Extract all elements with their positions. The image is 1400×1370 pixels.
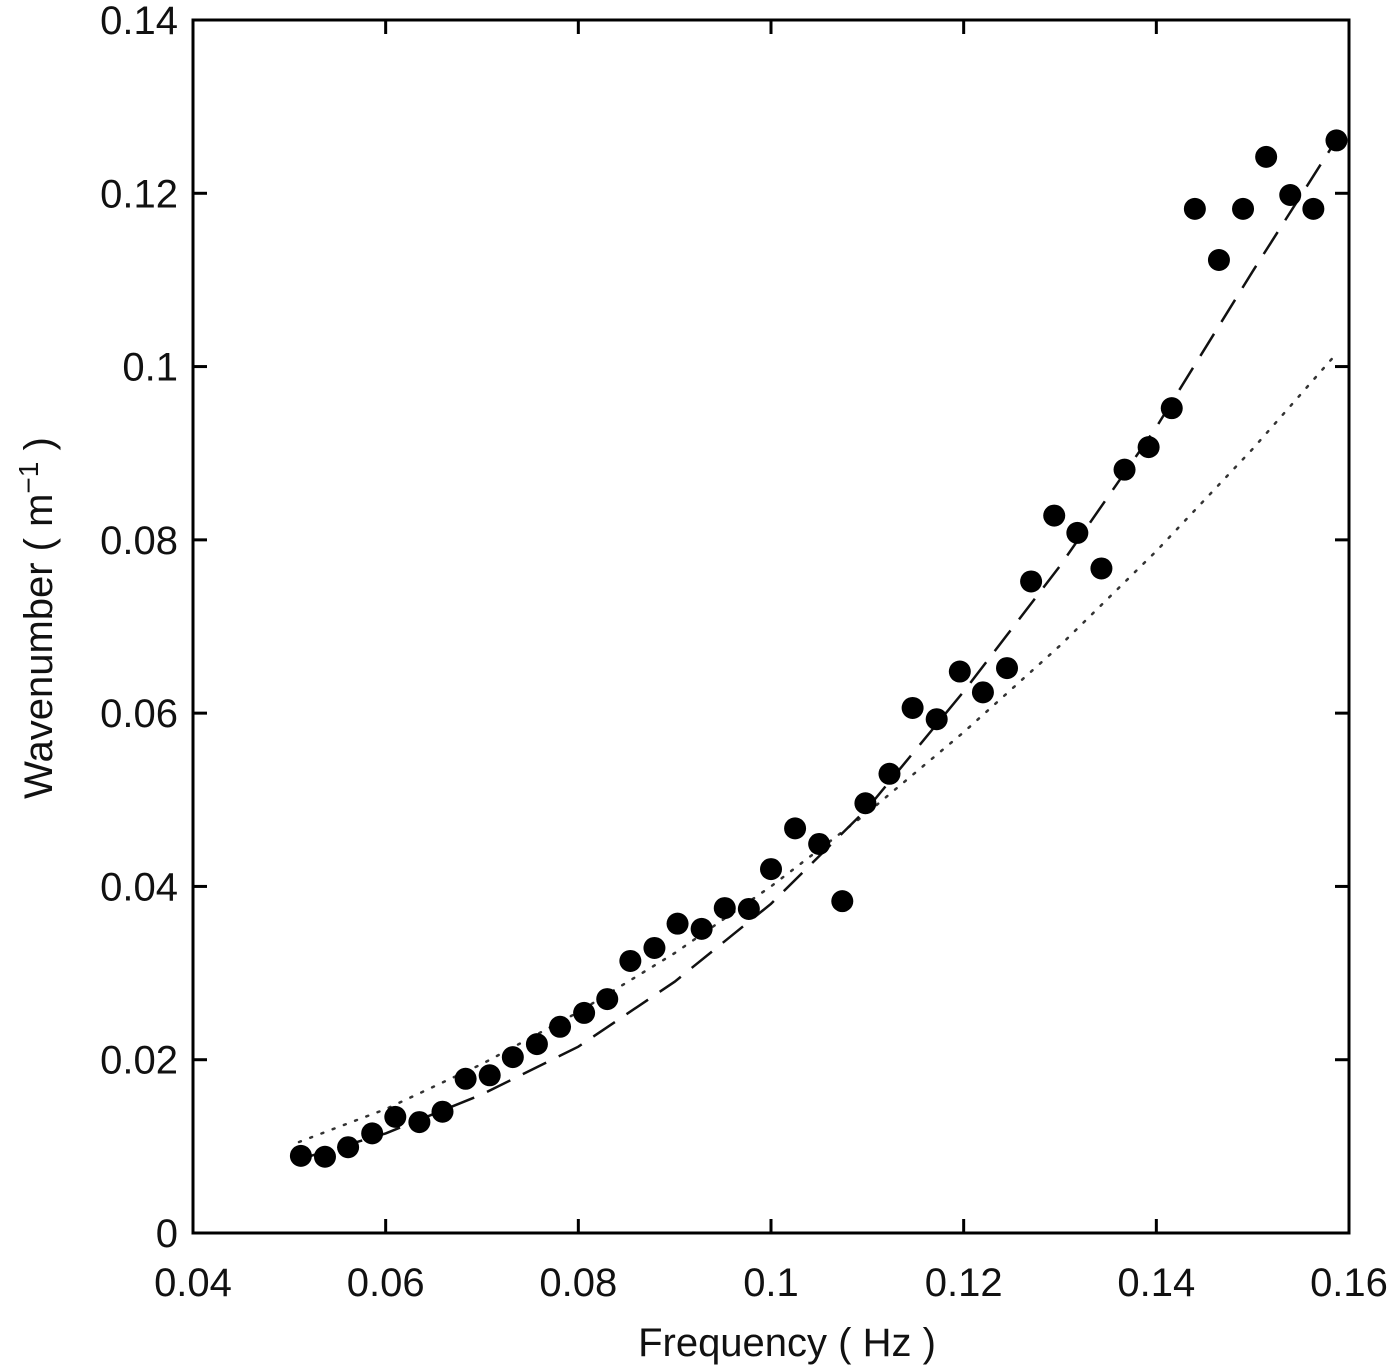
- data-point: [1137, 436, 1160, 459]
- data-point: [666, 912, 689, 935]
- data-point: [289, 1144, 312, 1167]
- data-point: [454, 1067, 477, 1090]
- x-tick-label: 0.12: [925, 1261, 1003, 1305]
- x-axis-label: Frequency ( Hz ): [638, 1321, 936, 1365]
- dashed-curve: [298, 138, 1338, 1161]
- x-tick-label: 0.1: [743, 1261, 799, 1305]
- data-point: [971, 681, 994, 704]
- data-point: [384, 1105, 407, 1128]
- data-point: [831, 890, 854, 913]
- data-point: [1325, 129, 1348, 152]
- data-point: [643, 936, 666, 959]
- data-point: [925, 708, 948, 731]
- data-point: [1043, 504, 1066, 527]
- data-point: [1207, 249, 1230, 272]
- x-tick-label: 0.06: [347, 1261, 425, 1305]
- data-point: [1090, 557, 1113, 580]
- data-point: [1113, 458, 1136, 481]
- data-point: [784, 817, 807, 840]
- data-points: [289, 129, 1348, 1168]
- data-point: [996, 657, 1019, 680]
- data-point: [690, 917, 713, 940]
- data-point: [948, 660, 971, 683]
- data-point: [878, 762, 901, 785]
- dotted-curve: [297, 352, 1338, 1144]
- data-point: [1232, 197, 1255, 220]
- x-tick-label: 0.04: [154, 1261, 232, 1305]
- data-point: [361, 1122, 384, 1145]
- data-point: [1160, 397, 1183, 420]
- data-point: [760, 858, 782, 881]
- data-point: [478, 1064, 501, 1087]
- data-point: [1183, 197, 1206, 220]
- x-tick-label: 0.16: [1310, 1261, 1388, 1305]
- data-point: [1020, 570, 1043, 593]
- data-point: [596, 988, 619, 1011]
- y-tick-label: 0.14: [100, 0, 178, 43]
- x-tick-label: 0.14: [1117, 1261, 1195, 1305]
- data-point: [408, 1111, 431, 1134]
- data-point: [431, 1100, 454, 1123]
- y-tick-label: 0.08: [100, 519, 178, 563]
- y-axis-label: Wavenumber ( m−1 ): [13, 437, 61, 799]
- data-point: [737, 897, 760, 920]
- y-tick-label: 0.02: [100, 1039, 178, 1083]
- y-tick-label: 0.12: [100, 172, 178, 216]
- y-tick-labels: 0 0.02 0.04 0.06 0.08 0.1 0.12 0.14: [100, 0, 178, 1256]
- data-point: [619, 949, 642, 972]
- data-point: [713, 897, 736, 920]
- data-point: [901, 696, 924, 719]
- y-tick-label: 0.1: [122, 346, 178, 390]
- data-point: [854, 792, 877, 815]
- data-point: [337, 1136, 360, 1159]
- data-point: [808, 832, 831, 855]
- y-tick-label: 0.06: [100, 692, 178, 736]
- data-point: [1279, 184, 1302, 207]
- data-point: [313, 1145, 336, 1168]
- data-point: [1066, 521, 1089, 544]
- data-point: [1255, 145, 1278, 168]
- y-tick-label: 0: [156, 1212, 178, 1256]
- y-axis-label-close: ): [17, 437, 61, 461]
- y-axis-label-superscript: −1: [13, 462, 44, 494]
- y-axis-label-main: Wavenumber ( m: [17, 494, 61, 799]
- data-point: [525, 1033, 548, 1056]
- y-tick-label: 0.04: [100, 865, 178, 909]
- data-point: [549, 1015, 572, 1038]
- x-tick-label: 0.08: [539, 1261, 617, 1305]
- data-point: [573, 1001, 596, 1024]
- data-point: [501, 1046, 524, 1069]
- data-point: [1302, 197, 1325, 220]
- axis-ticks: [191, 18, 1351, 1235]
- plot-area-frame: [191, 18, 1351, 1235]
- x-tick-labels: 0.04 0.06 0.08 0.1 0.12 0.14 0.16: [154, 1261, 1388, 1305]
